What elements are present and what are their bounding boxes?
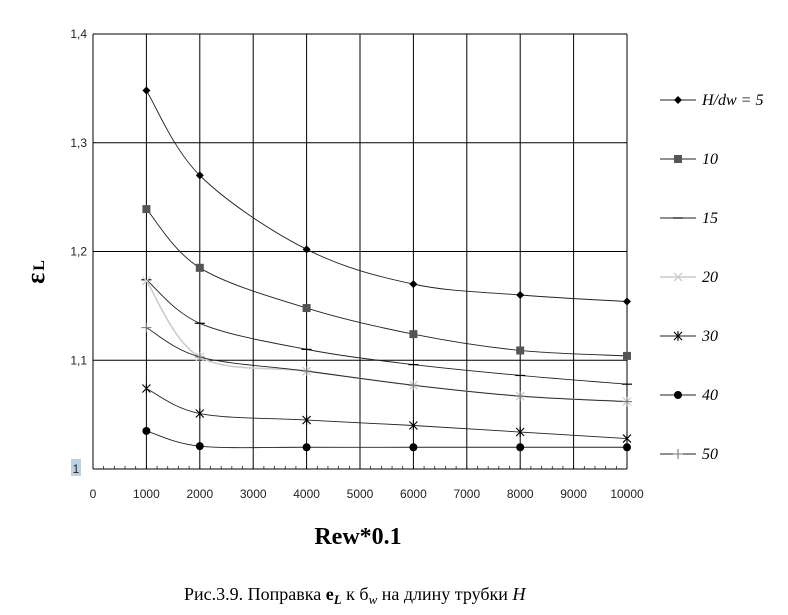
x-marker [673, 272, 683, 282]
diamond-marker [302, 245, 311, 254]
x-axis-label: Rew*0.1 [314, 524, 401, 550]
y-tick-label: 1,4 [70, 27, 87, 41]
series-2 [141, 279, 632, 385]
diamond-marker [195, 171, 204, 180]
x-tick-label: 3000 [240, 487, 267, 501]
series-line [145, 280, 628, 403]
square-marker [516, 346, 525, 355]
star-marker [409, 420, 418, 431]
x-tick-label: 4000 [293, 487, 320, 501]
star-marker [622, 433, 632, 444]
circle-marker [409, 443, 418, 452]
x-tick-label: 2000 [186, 487, 213, 501]
legend-item: 30 [660, 328, 718, 345]
legend-item: 10 [660, 151, 718, 168]
square-marker [195, 263, 204, 272]
series-line [146, 90, 628, 302]
circle-marker [195, 442, 204, 451]
legend-label: 50 [702, 446, 718, 463]
series-line [146, 208, 628, 357]
series-group [141, 86, 632, 452]
series-0 [142, 86, 631, 306]
plus-marker [515, 391, 526, 402]
legend-label: 40 [702, 387, 718, 404]
x-tick-label: 7000 [453, 487, 480, 501]
diamond-marker [142, 86, 151, 95]
y-tick-label: 1 [73, 462, 80, 476]
plus-marker [141, 322, 152, 333]
x-tick-label: 10000 [610, 487, 644, 501]
legend-label: 15 [702, 210, 718, 227]
x-tick-label: 8000 [507, 487, 534, 501]
y-tick-label: 1,3 [70, 136, 87, 150]
diamond-marker [674, 96, 682, 104]
series-1 [142, 205, 631, 360]
axes: 0 1000 2000 3000 4000 5000 6000 7000 8000 9000 100… [70, 27, 644, 501]
legend-item: 50 [660, 446, 718, 463]
y-tick-label: 1,1 [70, 353, 87, 367]
legend-label: 20 [702, 269, 718, 286]
series-line [146, 430, 627, 449]
square-marker [142, 205, 151, 214]
x-tick-label: 1000 [133, 487, 160, 501]
legend: H/dw = 5 10 15 20 30 40 50 [660, 92, 763, 463]
series-line [146, 388, 628, 439]
plus-marker [194, 351, 205, 362]
star-marker [515, 427, 525, 438]
series-line [146, 279, 628, 385]
circle-marker [142, 426, 151, 435]
star-marker [142, 383, 151, 394]
series-3 [141, 276, 632, 407]
y-axis-label: εL [21, 260, 50, 284]
diamond-marker [409, 280, 418, 289]
square-marker [623, 351, 631, 360]
square-marker [302, 304, 311, 313]
x-tick-label: 9000 [560, 487, 587, 501]
legend-label: H/dw = 5 [701, 92, 763, 109]
legend-item: 40 [660, 387, 718, 404]
y-tick-highlight [71, 459, 81, 476]
legend-label: 30 [701, 328, 718, 345]
legend-item: 20 [660, 269, 718, 286]
plus-marker [622, 396, 632, 407]
legend-item: H/dw = 5 [660, 92, 763, 109]
x-tick-label: 5000 [347, 487, 374, 501]
grid [93, 33, 628, 469]
legend-label: 10 [702, 151, 718, 168]
circle-marker [623, 443, 631, 452]
square-marker [409, 330, 418, 339]
series-4 [142, 383, 632, 444]
series-5 [142, 426, 631, 452]
square-marker [674, 155, 682, 163]
plus-marker [408, 380, 419, 391]
star-marker [673, 331, 683, 341]
star-marker [302, 415, 311, 426]
x-marker [141, 276, 151, 286]
diamond-marker [623, 297, 631, 306]
diamond-marker [516, 291, 525, 299]
star-marker [195, 408, 205, 419]
circle-marker [302, 443, 311, 452]
circle-marker [674, 391, 682, 399]
plus-marker [673, 449, 683, 459]
figure-caption: Рис.3.9. Поправка eL к бw на длину трубк… [184, 584, 526, 607]
circle-marker [516, 443, 525, 452]
x-tick-label: 6000 [400, 487, 427, 501]
legend-item: 15 [660, 210, 718, 227]
series-6 [141, 322, 632, 407]
y-tick-label: 1,2 [70, 245, 87, 259]
plus-marker [301, 366, 312, 377]
x-tick-label: 0 [90, 487, 97, 501]
